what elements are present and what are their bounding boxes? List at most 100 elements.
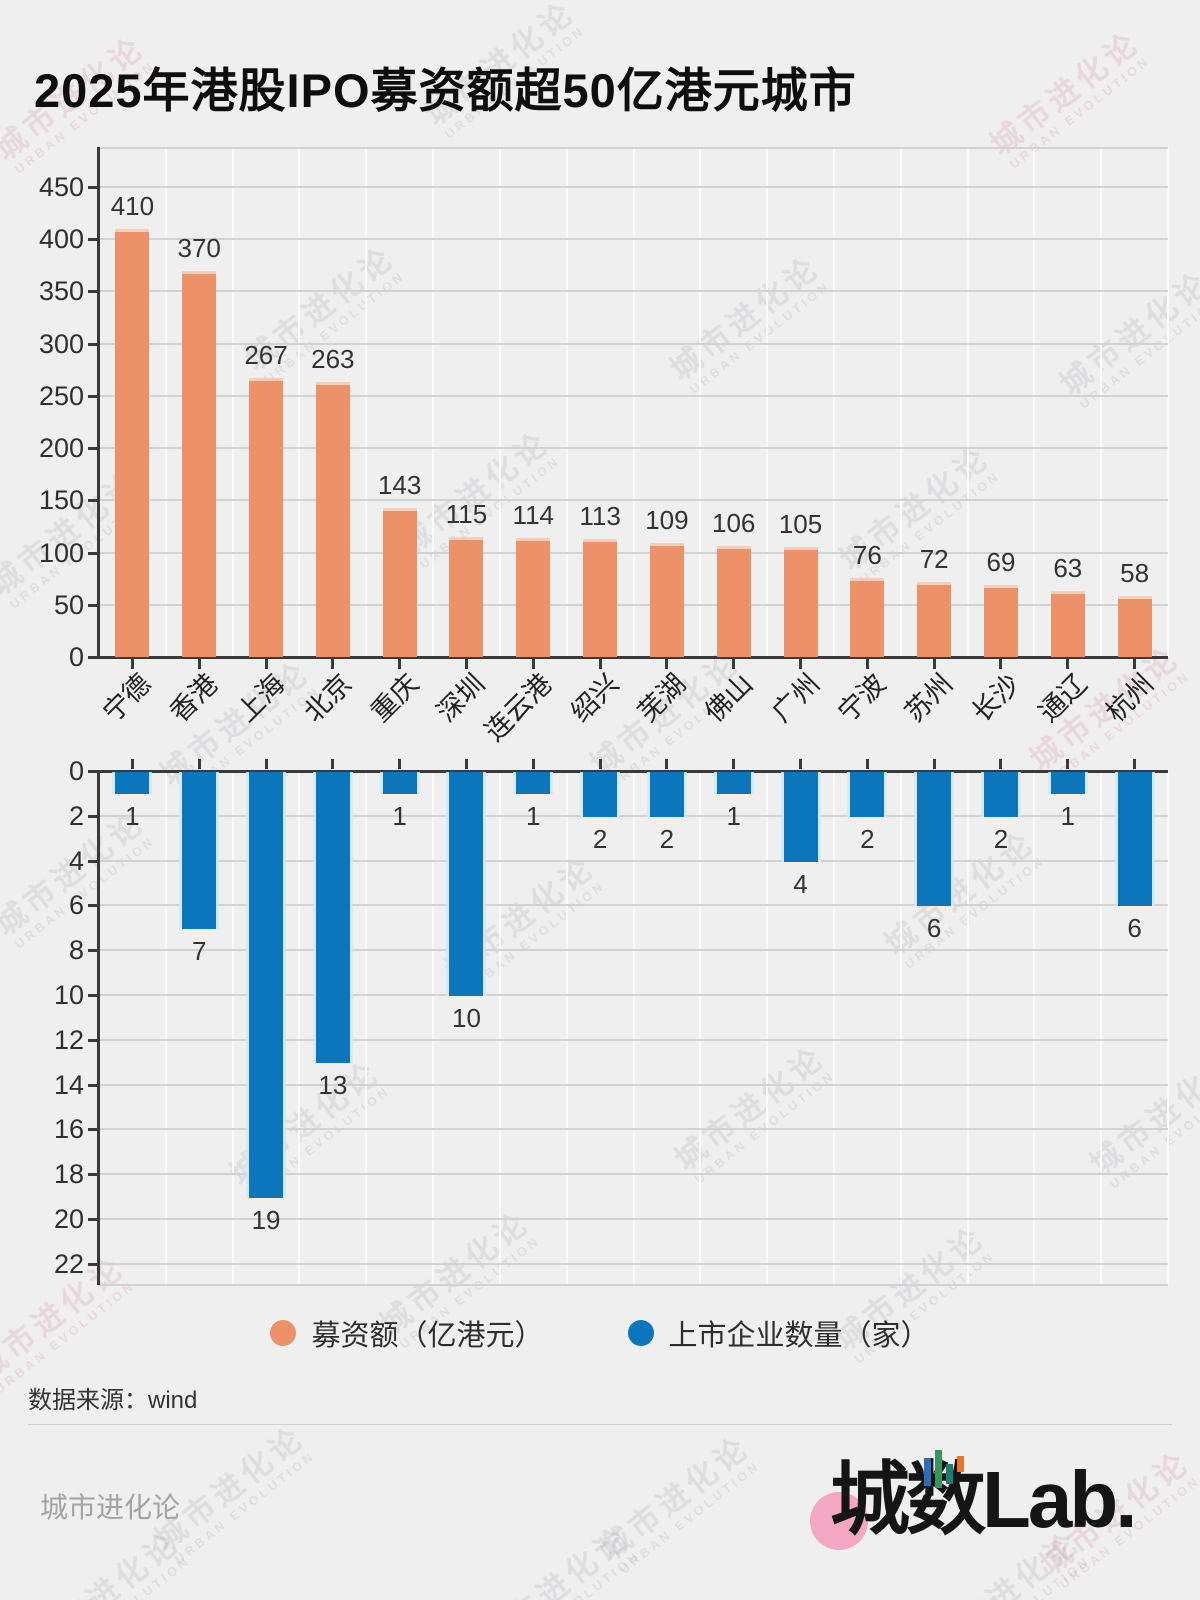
y-axis-tick: [88, 186, 99, 189]
fundraise-bar: [649, 543, 684, 657]
x-axis-tick: [398, 659, 402, 669]
fundraise-value-label: 69: [986, 546, 1016, 577]
gridline-horizontal: [99, 1038, 1168, 1041]
logo-pink-circle: [810, 1492, 868, 1550]
y-tick-label: 16: [53, 1114, 84, 1145]
gridline-vertical: [231, 771, 234, 1285]
gridline-vertical: [899, 771, 902, 1285]
y-axis-tick: [88, 770, 99, 773]
y-tick-label: 200: [38, 433, 84, 464]
fundraise-bar: [983, 584, 1018, 657]
count-value-label: 1: [125, 801, 140, 832]
count-value-label: 10: [452, 1003, 481, 1033]
x-axis-tick: [598, 759, 602, 769]
x-axis-tick: [331, 659, 335, 669]
logo-accent-bar-teal: [946, 1464, 953, 1484]
x-axis-line: [97, 656, 1168, 659]
y-axis-tick: [88, 859, 99, 863]
gridline-horizontal: [99, 603, 1168, 606]
y-axis-tick: [88, 499, 99, 503]
count-value-label: 2: [592, 823, 608, 854]
count-value-label: 19: [251, 1204, 281, 1235]
gridline-vertical: [498, 771, 501, 1285]
y-axis-tick: [88, 949, 99, 953]
gridline-vertical: [766, 147, 769, 657]
y-axis-tick: [88, 1083, 99, 1087]
y-axis-tick: [88, 1038, 99, 1042]
x-axis-tick: [799, 659, 803, 669]
y-tick-label: 8: [68, 935, 84, 966]
logo-accent-bar-blue: [924, 1458, 931, 1486]
gridline-vertical: [231, 147, 234, 657]
count-value-label: 1: [526, 801, 541, 832]
watermark-line2: URBAN EVOLUTION: [495, 1547, 646, 1600]
y-axis-tick: [88, 238, 99, 242]
fundraise-value-label: 106: [712, 508, 756, 539]
legend-color-dot: [270, 1320, 297, 1346]
gridline-horizontal: [99, 186, 1168, 188]
fundraise-bar: [382, 507, 417, 657]
x-axis-tick: [1066, 759, 1070, 769]
y-tick-label: 12: [53, 1024, 84, 1055]
fundraise-value-label: 143: [377, 469, 422, 500]
y-axis-tick: [88, 904, 99, 908]
y-tick-label: 100: [38, 537, 84, 568]
gridline-vertical: [298, 771, 301, 1285]
fundraise-bar: [783, 547, 818, 657]
y-tick-label: 22: [53, 1248, 84, 1279]
fundraise-value-label: 113: [579, 500, 621, 531]
fundraise-value-label: 76: [852, 539, 882, 570]
gridline-horizontal: [99, 238, 1168, 241]
y-axis-tick: [88, 290, 99, 294]
fundraise-bar: [850, 577, 885, 657]
fundraise-bar: [516, 537, 551, 657]
x-axis-line: [97, 770, 1168, 773]
x-axis-tick: [130, 759, 134, 769]
fundraise-bar: [1117, 596, 1152, 657]
y-axis-tick: [88, 656, 99, 659]
gridline-horizontal: [99, 342, 1168, 345]
x-axis-tick: [999, 759, 1003, 769]
gridline-horizontal: [99, 290, 1168, 293]
gridline-horizontal: [99, 859, 1168, 862]
logo-latin: Lab.: [982, 1455, 1137, 1544]
gridline-horizontal: [99, 814, 1168, 817]
y-tick-label: 20: [53, 1204, 84, 1234]
gridline-vertical: [1100, 147, 1103, 657]
legend-item: 上市企业数量（家）: [627, 1312, 930, 1354]
watermark-line2: URBAN EVOLUTION: [687, 278, 834, 397]
count-value-label: 2: [659, 823, 675, 854]
y-tick-label: 6: [68, 890, 84, 921]
y-axis-tick: [88, 814, 99, 818]
y-tick-label: 4: [68, 845, 84, 876]
y-tick-label: 10: [53, 980, 84, 1010]
count-bar: [315, 772, 350, 1064]
count-bar: [1117, 772, 1152, 907]
count-value-label: 1: [1060, 801, 1076, 832]
y-tick-label: 300: [38, 328, 84, 359]
y-tick-label: 2: [68, 800, 84, 831]
x-axis-tick: [197, 659, 201, 669]
fundraise-value-label: 58: [1120, 558, 1150, 589]
watermark-line2: URBAN EVOLUTION: [1007, 53, 1154, 172]
watermark-line1: 城市进化论: [23, 1524, 187, 1600]
legend-item: 募资额（亿港元）: [270, 1312, 544, 1354]
count-value-label: 13: [318, 1070, 348, 1101]
x-axis-tick: [1133, 659, 1137, 669]
watermark-line2: URBAN EVOLUTION: [1107, 1073, 1200, 1192]
count-value-label: 2: [993, 823, 1009, 854]
y-tick-label: 18: [53, 1159, 84, 1190]
x-axis-tick: [531, 659, 535, 669]
x-axis-tick: [331, 759, 335, 769]
legend-color-dot: [627, 1320, 654, 1346]
count-bar: [516, 772, 551, 795]
gridline-vertical: [1033, 147, 1036, 657]
legend-label: 募资额（亿港元）: [311, 1320, 544, 1352]
gridline-vertical: [1100, 771, 1103, 1285]
y-tick-label: 50: [53, 589, 84, 620]
gridline-vertical: [565, 771, 568, 1285]
watermark-line1: 城市进化论: [1053, 264, 1200, 403]
